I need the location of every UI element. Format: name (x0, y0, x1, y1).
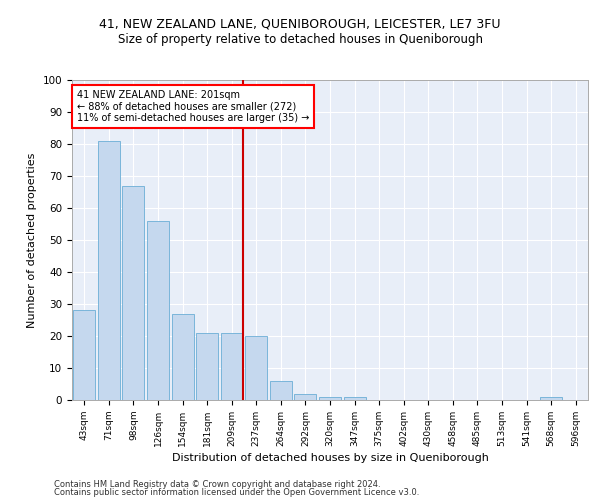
Text: Contains public sector information licensed under the Open Government Licence v3: Contains public sector information licen… (54, 488, 419, 497)
Text: 41 NEW ZEALAND LANE: 201sqm
← 88% of detached houses are smaller (272)
11% of se: 41 NEW ZEALAND LANE: 201sqm ← 88% of det… (77, 90, 310, 123)
Bar (319, 397, 341, 400)
X-axis label: Distribution of detached houses by size in Queniborough: Distribution of detached houses by size … (172, 453, 488, 463)
Bar (196, 333, 218, 400)
Text: 41, NEW ZEALAND LANE, QUENIBOROUGH, LEICESTER, LE7 3FU: 41, NEW ZEALAND LANE, QUENIBOROUGH, LEIC… (99, 18, 501, 30)
Bar (122, 186, 145, 400)
Bar (344, 397, 365, 400)
Text: Size of property relative to detached houses in Queniborough: Size of property relative to detached ho… (118, 32, 482, 46)
Bar (147, 221, 169, 400)
Bar (73, 310, 95, 400)
Bar (295, 394, 316, 400)
Y-axis label: Number of detached properties: Number of detached properties (27, 152, 37, 328)
Bar (540, 397, 562, 400)
Text: Contains HM Land Registry data © Crown copyright and database right 2024.: Contains HM Land Registry data © Crown c… (54, 480, 380, 489)
Bar (270, 381, 292, 400)
Bar (245, 336, 268, 400)
Bar (221, 333, 243, 400)
Bar (172, 314, 194, 400)
Bar (98, 141, 120, 400)
